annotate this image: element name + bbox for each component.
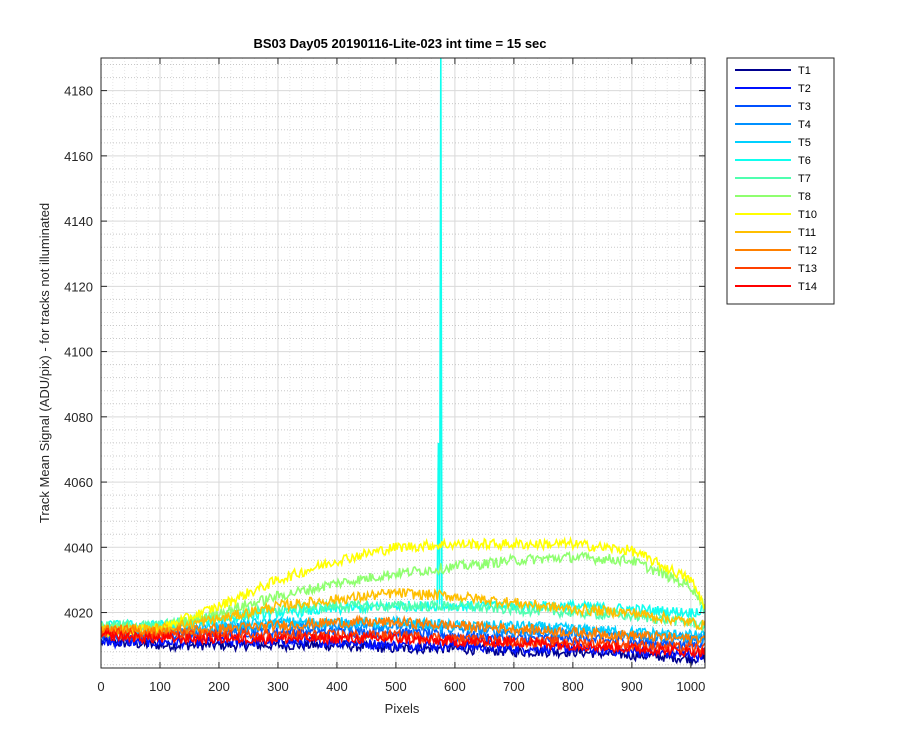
series-line-t13 xyxy=(101,626,705,656)
legend-label-t6: T6 xyxy=(798,155,811,167)
y-tick-label: 4100 xyxy=(64,345,93,360)
y-axis-label: Track Mean Signal (ADU/pix) - for tracks… xyxy=(37,203,52,523)
legend-label-t11: T11 xyxy=(798,227,816,239)
legend-label-t3: T3 xyxy=(798,101,811,113)
series-line-t1 xyxy=(101,634,705,667)
x-tick-label: 800 xyxy=(562,679,584,694)
x-tick-label: 1000 xyxy=(676,679,705,694)
y-tick-label: 4140 xyxy=(64,214,93,229)
x-axis-label: Pixels xyxy=(385,701,420,716)
x-tick-label: 0 xyxy=(97,679,104,694)
x-tick-label: 600 xyxy=(444,679,466,694)
plot-area xyxy=(101,58,705,668)
legend-label-t13: T13 xyxy=(798,263,817,275)
y-tick-label: 4120 xyxy=(64,279,93,294)
y-tick-label: 4040 xyxy=(64,540,93,555)
legend-label-t1: T1 xyxy=(798,65,811,77)
x-tick-label: 300 xyxy=(267,679,289,694)
y-tick-label: 4020 xyxy=(64,606,93,621)
x-tick-label: 400 xyxy=(326,679,348,694)
y-tick-label: 4180 xyxy=(64,84,93,99)
x-tick-label: 700 xyxy=(503,679,525,694)
axis-ticks: 0 100 200 300 400 500 600 700 800 900 1000 4020 4040… xyxy=(64,58,705,694)
legend-label-t12: T12 xyxy=(798,245,817,257)
series-lines xyxy=(101,58,705,667)
y-tick-label: 4060 xyxy=(64,475,93,490)
series-line-t14 xyxy=(101,629,705,660)
legend-label-t7: T7 xyxy=(798,173,811,185)
legend-label-t8: T8 xyxy=(798,191,811,203)
x-tick-label: 100 xyxy=(149,679,171,694)
x-tick-label: 200 xyxy=(208,679,230,694)
chart-title: BS03 Day05 20190116-Lite-023 int time = … xyxy=(253,36,546,51)
legend-label-t14: T14 xyxy=(798,281,817,293)
legend: T1 T2 T3 T4 T5 T6 T7 T8 T10 T11 T12 T13 T14 xyxy=(726,57,835,305)
legend-box xyxy=(726,57,835,305)
legend-label-t4: T4 xyxy=(798,119,811,131)
grid-lines xyxy=(100,58,705,668)
x-tick-label: 900 xyxy=(621,679,643,694)
legend-label-t2: T2 xyxy=(798,83,811,95)
y-tick-label: 4080 xyxy=(64,410,93,425)
series-line-t12 xyxy=(101,614,705,647)
plot-frame xyxy=(100,57,706,669)
series-line-t10 xyxy=(101,535,705,639)
legend-label-t10: T10 xyxy=(798,209,817,221)
legend-label-t5: T5 xyxy=(798,137,811,149)
y-tick-label: 4160 xyxy=(64,149,93,164)
series-line-t11 xyxy=(101,588,705,637)
x-tick-label: 500 xyxy=(385,679,407,694)
